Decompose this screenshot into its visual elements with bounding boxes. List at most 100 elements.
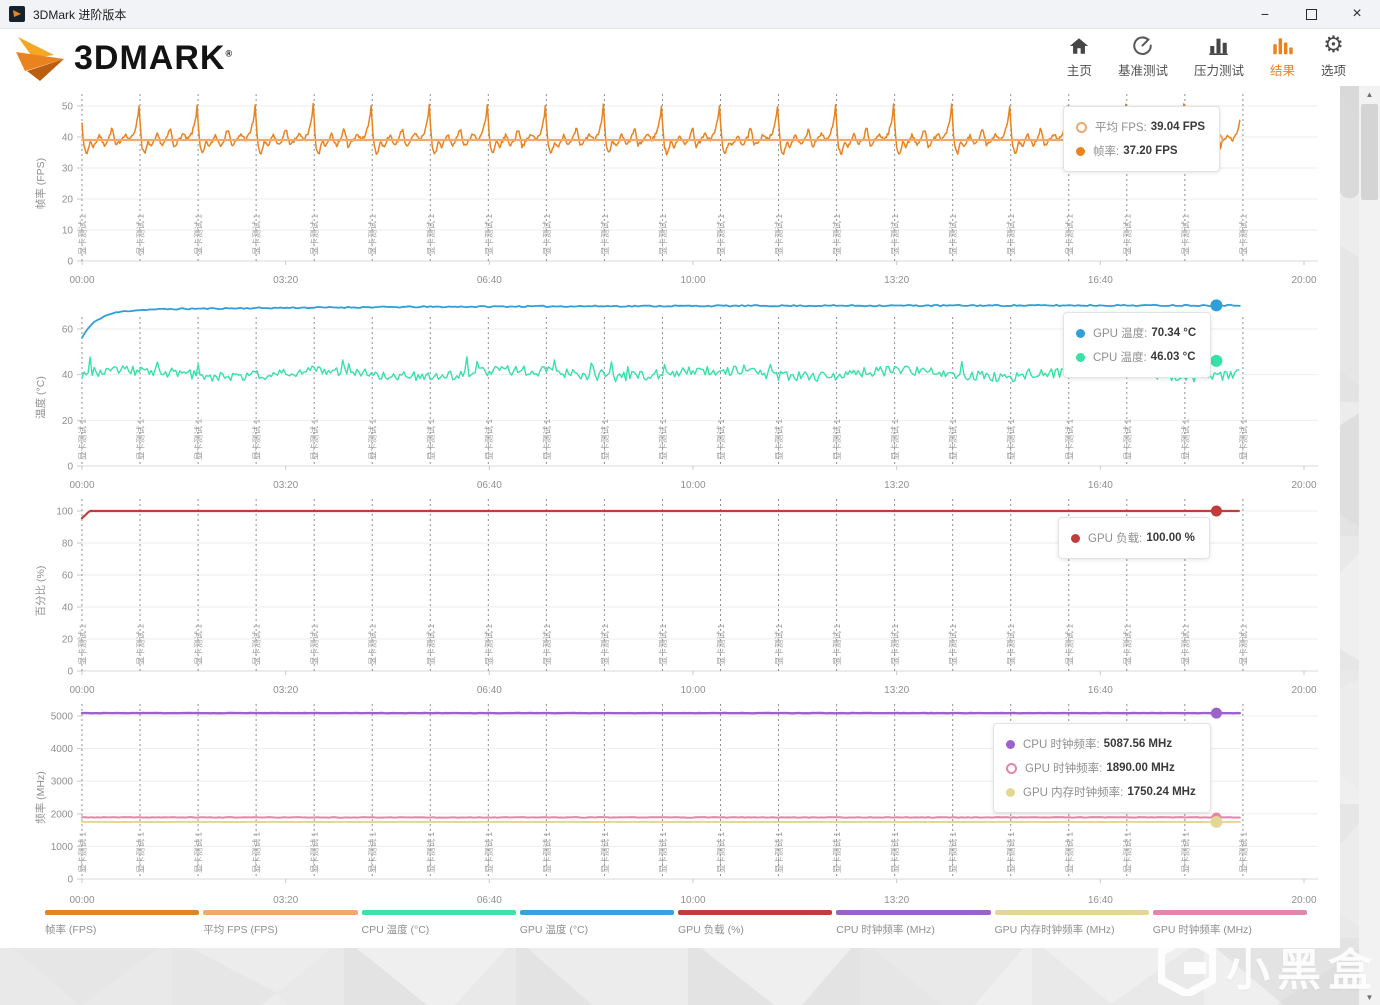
clocks-tooltip: CPU 时钟频率: 5087.56 MHz GPU 时钟频率: 1890.00 MHz… [993,723,1211,813]
series-marker-icon [1006,787,1015,797]
loop-marker-label: 显卡测试 1 [194,419,204,460]
close-button[interactable]: × [1352,5,1362,22]
loop-marker-label: 显卡测试 1 [1180,419,1190,460]
tooltip-row: 平均 FPS: 39.04 FPS [1076,115,1205,139]
y-axis-title: 频率 (MHz) [34,771,47,824]
loop-marker-label: 显卡测试 1 [542,624,552,665]
tooltip-value: 39.04 FPS [1150,121,1206,133]
loop-marker-label: 显卡测试 1 [1006,214,1016,255]
scrollbar-thumb[interactable] [1361,104,1378,200]
loop-marker-label: 显卡测试 1 [658,214,668,255]
nav-label: 基准测试 [1117,64,1168,78]
legend-item[interactable]: GPU 温度 (°C) [519,910,674,937]
x-tick-label: 00:00 [69,275,94,286]
y-tick-label: 0 [67,875,73,886]
loop-marker-label: 显卡测试 1 [78,832,88,873]
x-tick-label: 13:20 [884,685,909,696]
legend-item[interactable]: CPU 时钟频率 (MHz) [836,910,991,937]
bar-chart-icon [1207,33,1230,57]
legend-item[interactable]: 帧率 (FPS) [45,910,200,937]
y-tick-label: 20 [62,635,74,646]
results-panel: 0 10 20 30 40 50 帧率 (FPS) 显卡测试 1 显卡测试 1 显卡测试 1 显卡测… [0,86,1340,948]
x-tick-label: 00:00 [69,895,94,906]
legend-label: GPU 内存时钟频率 (MHz) [994,924,1115,936]
loop-marker-label: 显卡测试 1 [426,419,436,460]
gear-icon: ⚙ [1323,32,1344,58]
tooltip-label: GPU 内存时钟频率: [1023,787,1124,799]
scroll-up-icon[interactable]: ▲ [1365,89,1374,99]
loop-marker-label: 显卡测试 1 [716,419,726,460]
tooltip-value: 1750.24 MHz [1127,786,1196,798]
scrollbar[interactable]: ▲ ▼ [1359,86,1380,1005]
loop-marker-label: 显卡测试 1 [1122,832,1132,873]
series-marker-icon [1076,328,1085,338]
legend-label: GPU 负载 (%) [678,924,744,936]
nav-benchmark[interactable]: 基准测试 [1118,33,1168,79]
loop-marker-label: 显卡测试 1 [1238,419,1248,460]
y-tick-label: 50 [62,102,74,113]
loop-marker-label: 显卡测试 1 [542,214,552,255]
cursor-dot [1210,505,1222,517]
loop-marker-label: 显卡测试 1 [136,214,146,255]
scroll-down-icon[interactable]: ▼ [1365,992,1374,1002]
y-tick-label: 0 [67,667,73,678]
loop-marker-label: 显卡测试 1 [310,214,320,255]
series-GPU 负载 [80,509,1240,520]
tooltip-row: GPU 负载: 100.00 % [1071,526,1195,550]
loop-marker-label: 显卡测试 1 [1122,214,1132,255]
tooltip-row: GPU 内存时钟频率: 1750.24 MHz [1006,780,1196,804]
loop-marker-label: 显卡测试 1 [1180,832,1190,873]
clocks-chart[interactable]: 0 1000 2000 3000 4000 5000 频率 (MHz) 显卡测试 1 显卡测试 … [0,704,1340,914]
loop-marker-label: 显卡测试 1 [78,214,88,255]
loop-marker-label: 显卡测试 1 [948,624,958,665]
loop-marker-label: 显卡测试 1 [890,624,900,665]
tooltip-value: 46.03 °C [1150,351,1196,363]
legend-item[interactable]: GPU 时钟频率 (MHz) [1152,910,1307,937]
y-tick-label: 100 [56,507,73,518]
x-tick-label: 03:20 [273,275,298,286]
loop-marker-label: 显卡测试 1 [252,419,262,460]
tooltip-label: GPU 时钟频率: [1025,763,1103,775]
y-tick-label: 20 [62,416,74,427]
loop-marker-label: 显卡测试 1 [368,214,378,255]
y-tick-label: 10 [62,226,74,237]
tooltip-label: GPU 温度: [1093,328,1148,340]
nav-home[interactable]: 主页 [1067,33,1092,79]
nav-label: 结果 [1269,64,1295,78]
scrollbar-thumb-overlay[interactable] [1340,86,1359,198]
legend-item[interactable]: GPU 内存时钟频率 (MHz) [994,910,1149,937]
loop-marker-label: 显卡测试 1 [426,832,436,873]
legend-item[interactable]: 平均 FPS (FPS) [203,910,358,937]
nav-results[interactable]: 结果 [1270,33,1295,79]
loop-marker-label: 显卡测试 1 [368,419,378,460]
fps-tooltip: 平均 FPS: 39.04 FPS 帧率: 37.20 FPS [1063,106,1221,172]
results-chart-icon [1271,33,1294,57]
tooltip-label: 平均 FPS: [1095,122,1147,134]
registered-mark: ® [225,48,234,59]
legend-item[interactable]: GPU 负载 (%) [678,910,833,937]
tooltip-row: CPU 时钟频率: 5087.56 MHz [1006,732,1196,756]
minimize-button[interactable]: − [1260,6,1270,22]
tooltip-label: GPU 负载: [1088,533,1143,545]
chart-legend: 帧率 (FPS) 平均 FPS (FPS) CPU 温度 (°C) GPU 温度 (°… [45,910,1311,937]
y-tick-label: 0 [67,257,73,268]
loop-marker-label: 显卡测试 1 [310,419,320,460]
legend-label: GPU 时钟频率 (MHz) [1152,924,1252,936]
loop-marker-label: 显卡测试 1 [774,624,784,665]
series-marker-icon [1076,352,1085,362]
nav-options[interactable]: ⚙ 选项 [1321,33,1346,79]
legend-item[interactable]: CPU 温度 (°C) [361,910,516,937]
series-marker-icon [1076,146,1085,156]
x-tick-label: 10:00 [680,895,705,906]
nav-label: 主页 [1066,64,1092,78]
maximize-button[interactable] [1288,0,1334,28]
legend-label: 帧率 (FPS) [45,924,97,936]
x-tick-label: 16:40 [1088,480,1113,491]
y-tick-label: 20 [62,195,74,206]
nav-stress-test[interactable]: 压力测试 [1194,33,1244,79]
x-tick-label: 06:40 [477,685,502,696]
loop-marker-label: 显卡测试 1 [252,624,262,665]
loop-marker-label: 显卡测试 1 [716,214,726,255]
3dmark-logo: 3DMARK® [16,35,233,81]
x-tick-label: 20:00 [1291,685,1316,696]
